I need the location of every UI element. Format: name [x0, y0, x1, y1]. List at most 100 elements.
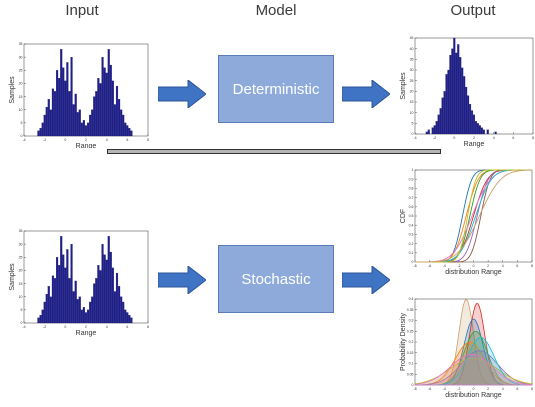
input-bottom-bar	[49, 296, 52, 324]
input-bottom-ytick-label: 10	[19, 295, 23, 299]
output-top-bar	[465, 86, 468, 135]
input-top-bar	[70, 57, 73, 137]
input-bottom-bar	[64, 267, 67, 324]
output-top-xtick-label: 8	[532, 136, 534, 140]
input-bottom-bar	[51, 275, 54, 324]
cdf-ytick-label: 0.4	[409, 223, 414, 227]
input-bottom-bar	[105, 259, 108, 324]
input-top-ytick-label: 30	[19, 55, 23, 59]
input-bottom-bar	[118, 286, 121, 324]
pdf-ytick-label: 0.1	[409, 362, 414, 366]
pdf-ytick-label: 0.3	[409, 319, 414, 323]
input-top-bar	[107, 49, 110, 137]
input-bottom-bar	[58, 265, 61, 324]
input-top-bar	[122, 114, 125, 137]
input-bottom-xtick-label: 4	[106, 325, 108, 329]
input-top-xtick-label: 2	[85, 138, 87, 142]
input-top-bar	[120, 109, 123, 137]
output-top-bar	[427, 129, 430, 135]
cdf-ytick-label: 0.2	[409, 242, 414, 246]
input-top-bar	[47, 99, 50, 137]
output-top-ytick-label: 0	[412, 132, 414, 136]
input-top-bar	[45, 106, 48, 137]
input-top-bar	[80, 122, 83, 137]
input-bottom-xtick-label: 6	[126, 325, 128, 329]
section-divider	[107, 149, 441, 154]
cdf-ytick-label: 0.3	[409, 233, 414, 237]
input-top-xtick-label: 0	[64, 138, 66, 142]
input-top-bar	[118, 99, 121, 137]
input-top-ytick-label: 20	[19, 82, 23, 86]
output-top-bar	[459, 57, 462, 135]
output-top-bar	[447, 69, 450, 135]
input-bottom-bar	[53, 278, 57, 324]
input-bottom-xtick-label: 0	[64, 325, 66, 329]
input-to-stochastic-arrow-icon	[158, 266, 206, 294]
cdf-ytick-label: 0.1	[409, 251, 414, 255]
output-top-bar	[449, 54, 452, 135]
output-top-ytick-label: 45	[410, 36, 414, 40]
pdf-ytick-label: 0.05	[407, 372, 414, 376]
input-bottom-xtick-label: 8	[147, 325, 149, 329]
output-top-bar	[425, 131, 428, 135]
input-bottom-bar	[130, 317, 133, 324]
model-header: Model	[255, 2, 297, 19]
output-top-xtick-label: 4	[493, 136, 495, 140]
output-top-bar	[431, 127, 434, 135]
cdf-xtick-label: -4	[443, 264, 446, 268]
input-bottom-ytick-label: 25	[19, 255, 23, 259]
input-bottom-bar	[113, 291, 116, 324]
input-top-xtick-label: -4	[22, 138, 25, 142]
output-top-ytick-label: 20	[410, 90, 414, 94]
output-top-xtick-label: 2	[473, 136, 475, 140]
output-top-bar	[486, 129, 489, 135]
cdf-ytick-label: 0.8	[409, 187, 414, 191]
input-top-bar	[113, 104, 116, 137]
input-top-bar	[53, 91, 57, 137]
input-bottom-bar	[39, 315, 42, 324]
input-top-bar	[130, 130, 133, 137]
deterministic-model-box: Deterministic	[218, 55, 334, 123]
input-top-bar	[128, 128, 131, 137]
input-bottom-ytick-label: 15	[19, 282, 23, 286]
output-top-ytick-label: 5	[412, 122, 414, 126]
input-to-deterministic-arrow-icon	[158, 80, 206, 108]
input-bottom-bar	[101, 244, 104, 324]
input-top-axes	[23, 43, 149, 137]
input-top-bar	[105, 72, 108, 137]
cdf-ytick-label: 0.6	[409, 205, 414, 209]
input-bottom-axes	[23, 230, 149, 324]
input-top-ytick-label: 10	[19, 108, 23, 112]
input-bottom-bar	[103, 254, 106, 324]
pdf-xtick-label: -6	[428, 387, 431, 391]
output-top-bar	[453, 37, 456, 135]
pdf-xlabel: distribution Range	[445, 392, 502, 399]
input-top-bar	[84, 125, 88, 137]
input-top-bar	[109, 64, 112, 137]
input-bottom-ytick-label: 5	[21, 308, 23, 312]
input-bottom-bar	[70, 244, 73, 324]
input-bottom-bar	[76, 299, 79, 324]
pdf-ytick-label: 0.35	[407, 308, 414, 312]
output-top-bar	[433, 125, 436, 135]
cdf-xtick-label: -8	[413, 264, 416, 268]
input-top-xtick-label: -2	[43, 138, 46, 142]
cdf-xtick-label: -6	[428, 264, 431, 268]
input-bottom-bar	[80, 309, 83, 324]
input-top-ytick-label: 0	[21, 134, 23, 138]
output-header: Output	[450, 2, 496, 19]
input-bottom-bar	[91, 296, 94, 324]
output-top-bar	[469, 104, 472, 135]
cdf-xtick-label: 2	[487, 264, 489, 268]
input-top-bar	[87, 122, 90, 137]
pdf-ytick-label: 0.4	[409, 297, 414, 301]
input-bottom-bar	[120, 296, 123, 324]
output-top-bar	[457, 44, 460, 135]
input-bottom-bar	[47, 286, 50, 324]
input-top-ytick-label: 35	[19, 42, 23, 46]
input-bottom-xtick-label: -2	[43, 325, 46, 329]
input-top-bar	[82, 120, 85, 137]
input-bottom-bar	[74, 280, 77, 324]
input-bottom-bar	[99, 270, 102, 324]
input-bottom-bar	[97, 265, 100, 324]
